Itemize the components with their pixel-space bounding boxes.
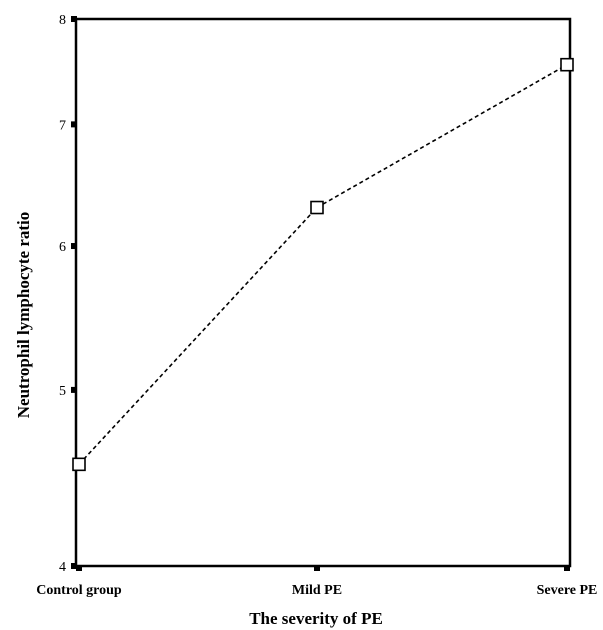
x-tick-label: Severe PE bbox=[537, 583, 598, 598]
data-point bbox=[310, 200, 324, 215]
x-tick-mark bbox=[564, 565, 570, 571]
y-tick-label: 4 bbox=[59, 560, 66, 575]
y-tick-mark bbox=[71, 386, 77, 393]
y-tick-label: 8 bbox=[59, 13, 66, 28]
y-axis-title: Neutrophil lymphocyte ratio bbox=[14, 212, 33, 419]
y-tick-label: 7 bbox=[59, 118, 66, 133]
y-tick-mark bbox=[71, 121, 77, 128]
x-axis-ticks: Control group Mild PE Severe PE bbox=[36, 565, 597, 598]
y-tick-mark bbox=[71, 16, 77, 22]
x-tick-label: Mild PE bbox=[292, 583, 342, 598]
x-tick-mark bbox=[314, 565, 320, 571]
x-axis-title: The severity of PE bbox=[249, 609, 383, 628]
x-tick-mark bbox=[76, 565, 82, 571]
series-line bbox=[78, 63, 568, 465]
series-group bbox=[72, 57, 574, 472]
y-axis-ticks: 4 5 6 7 8 bbox=[59, 13, 77, 575]
y-tick-mark bbox=[71, 563, 77, 569]
data-point bbox=[560, 57, 574, 72]
y-tick-mark bbox=[71, 243, 77, 250]
y-tick-label: 6 bbox=[59, 240, 66, 255]
plot-frame bbox=[74, 17, 572, 568]
y-tick-label: 5 bbox=[59, 384, 66, 399]
x-tick-label: Control group bbox=[36, 583, 122, 598]
data-point bbox=[72, 457, 86, 472]
